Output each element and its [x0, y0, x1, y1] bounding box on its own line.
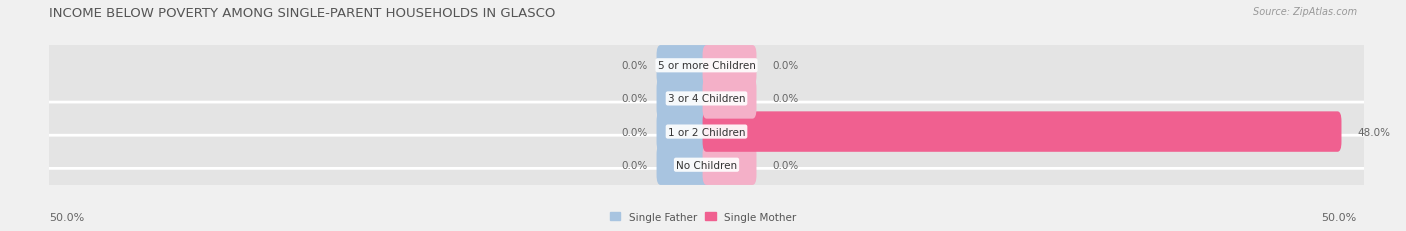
FancyBboxPatch shape — [657, 145, 710, 185]
FancyBboxPatch shape — [657, 112, 710, 152]
FancyBboxPatch shape — [703, 112, 1341, 152]
Text: 3 or 4 Children: 3 or 4 Children — [668, 94, 745, 104]
Text: No Children: No Children — [676, 160, 737, 170]
FancyBboxPatch shape — [657, 46, 710, 86]
Text: 0.0%: 0.0% — [772, 94, 799, 104]
Text: 0.0%: 0.0% — [621, 61, 647, 71]
Text: 50.0%: 50.0% — [1322, 212, 1357, 222]
Text: 50.0%: 50.0% — [49, 212, 84, 222]
Text: Source: ZipAtlas.com: Source: ZipAtlas.com — [1253, 7, 1357, 17]
Text: 0.0%: 0.0% — [772, 160, 799, 170]
FancyBboxPatch shape — [39, 29, 1374, 103]
Text: 48.0%: 48.0% — [1357, 127, 1391, 137]
Text: 0.0%: 0.0% — [772, 61, 799, 71]
Legend: Single Father, Single Mother: Single Father, Single Mother — [606, 208, 800, 226]
Text: 0.0%: 0.0% — [621, 127, 647, 137]
FancyBboxPatch shape — [39, 128, 1374, 202]
Text: INCOME BELOW POVERTY AMONG SINGLE-PARENT HOUSEHOLDS IN GLASCO: INCOME BELOW POVERTY AMONG SINGLE-PARENT… — [49, 7, 555, 20]
FancyBboxPatch shape — [703, 79, 756, 119]
FancyBboxPatch shape — [39, 62, 1374, 136]
Text: 1 or 2 Children: 1 or 2 Children — [668, 127, 745, 137]
Text: 0.0%: 0.0% — [621, 94, 647, 104]
FancyBboxPatch shape — [703, 145, 756, 185]
FancyBboxPatch shape — [657, 79, 710, 119]
FancyBboxPatch shape — [703, 46, 756, 86]
Text: 0.0%: 0.0% — [621, 160, 647, 170]
Text: 5 or more Children: 5 or more Children — [658, 61, 755, 71]
FancyBboxPatch shape — [39, 95, 1374, 169]
